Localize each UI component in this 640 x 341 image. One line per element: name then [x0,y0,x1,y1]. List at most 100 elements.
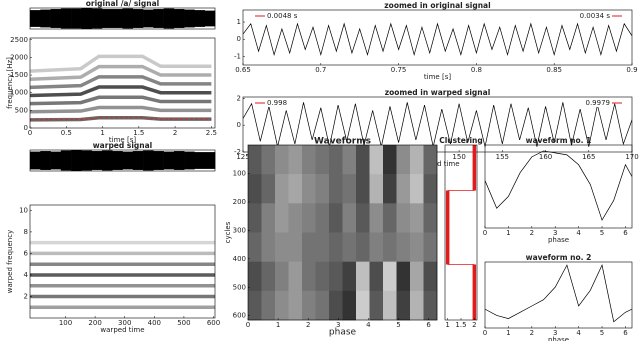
envelope-bar [153,9,164,28]
heat-cell [261,232,276,262]
x-tick-label: 600 [207,319,220,327]
x-tick-label: 165 [582,153,595,161]
y-tick-label: 2 [237,94,241,102]
envelope-bar [163,8,175,29]
heat-cell [275,174,289,204]
envelope-bar [122,8,134,29]
heat-cell [315,232,330,262]
annotation: 0.998 [267,99,287,107]
harmonic [30,117,212,121]
signal-line [485,150,632,221]
x-tick-label: 150 [452,153,465,161]
heat-cell [356,290,370,321]
signal-line [243,102,632,147]
y-tick-label: 400 [233,255,246,263]
heat-cell [383,290,397,321]
envelope-bar [91,151,103,170]
envelope-bar [173,9,185,28]
x-tick-label: 0.65 [235,66,251,74]
y-tick-label: 10 [19,206,28,214]
x-tick-label: 2 [472,321,476,329]
envelope-bar [60,150,72,171]
y-tick-label: 1000 [10,89,28,97]
heat-cell [275,145,289,175]
heat-cell [302,174,316,204]
heat-cell [261,261,276,292]
heat-cell [315,174,330,204]
y-tick-label: 4 [24,271,29,279]
y-tick-label: 0 [237,35,241,43]
heat-cell [342,145,357,175]
envelope-bar [184,151,195,170]
envelope-bar [81,8,92,29]
panel-title: Clustering [439,136,483,145]
y-tick-label: 500 [233,283,246,291]
x-tick-label: 400 [148,319,161,327]
heat-cell [369,232,384,262]
heat-cell [369,174,384,204]
envelope-bar [132,151,144,170]
envelope-bar [71,8,82,29]
heat-cell [248,203,262,233]
heat-cell [302,203,316,233]
heat-cell [369,261,384,292]
heat-cell [356,203,370,233]
heat-cell [329,232,343,262]
envelope-bar [153,151,164,170]
x-tick-label: 200 [88,319,101,327]
heat-cell [396,261,411,292]
x-tick-label: 1 [100,129,104,137]
x-tick-label: 155 [496,153,509,161]
heat-cell [261,174,276,204]
heat-cell [396,232,411,262]
frame [242,96,633,153]
heat-cell [302,261,316,292]
x-tick-label: 0 [483,229,487,237]
x-tick-label: 1 [506,229,510,237]
y-tick-label: 1500 [10,71,28,79]
x-tick-label: 1 [506,329,510,337]
heat-cell [396,145,411,175]
x-axis-label: phase [548,336,569,341]
annotation: 0.9979 [586,99,611,107]
envelope-bar [30,10,41,27]
frame [242,9,633,66]
x-tick-label: 2 [530,329,534,337]
panel-title: zoomed in warped signal [385,88,491,97]
y-tick-label: 1 [237,18,241,26]
heat-cell [396,290,411,321]
x-tick-label: 1 [276,321,280,329]
heat-cell [383,232,397,262]
frame [29,7,216,30]
heat-cell [410,261,424,292]
harmonic [30,95,212,106]
heat-cell [369,290,384,321]
y-tick-label: 100 [233,169,246,177]
envelope-bar [50,151,62,170]
x-tick-label: 2 [306,321,310,329]
heat-cell [383,203,397,233]
y-tick-label: 0 [237,121,241,129]
heat-cell [369,145,384,175]
annotation-bg [266,12,299,20]
heat-cell [329,203,343,233]
envelope-bar [184,9,195,28]
heat-cell [288,261,303,292]
heat-cell [248,232,262,262]
heat-cell [423,174,438,204]
envelope-bar [204,10,216,27]
x-axis-label: phase [329,328,357,338]
x-tick-label: 0.75 [391,66,407,74]
y-tick-label: 600 [233,312,246,320]
heat-cell [288,290,303,321]
heat-cell [275,261,289,292]
x-tick-label: 4 [366,321,371,329]
heat-cell [342,290,357,321]
x-tick-label: 5 [600,329,604,337]
heat-cell [329,145,343,175]
heat-cell [302,145,316,175]
x-tick-label: 160 [539,153,552,161]
x-tick-label: 125 [236,153,249,161]
heat-cell [329,261,343,292]
